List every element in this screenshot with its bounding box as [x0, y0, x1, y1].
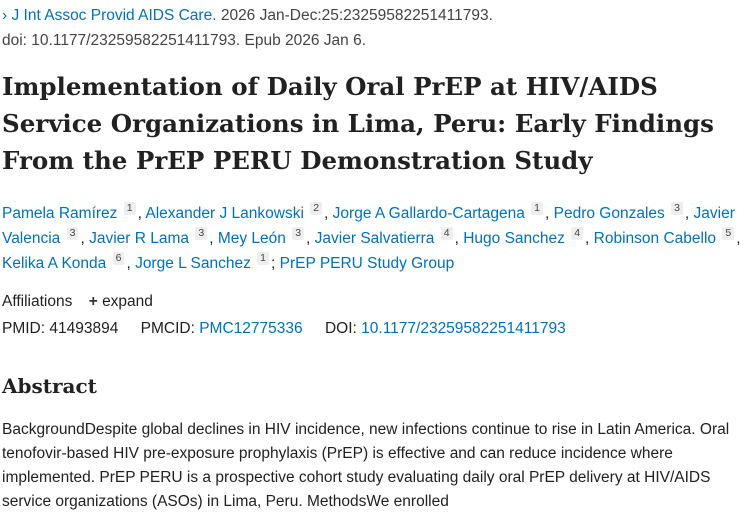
affiliation-number[interactable]: 5 — [722, 227, 735, 240]
author-separator: , — [736, 230, 741, 247]
chevron-right-icon[interactable]: › — [2, 7, 8, 24]
author-link[interactable]: Javier R Lama — [89, 230, 190, 247]
pmid-value: 41493894 — [49, 320, 119, 337]
study-group-link[interactable]: PrEP PERU Study Group — [279, 255, 455, 272]
plus-icon[interactable]: + — [88, 293, 98, 310]
author-link[interactable]: Mey León — [217, 230, 286, 247]
author-separator: , — [454, 230, 464, 247]
author-separator: , — [137, 205, 146, 222]
author-separator: , — [324, 205, 333, 222]
author-link[interactable]: Pamela Ramírez — [2, 205, 118, 222]
affiliation-number[interactable]: 3 — [292, 227, 305, 240]
author-link[interactable]: Jorge L Sanchez — [135, 255, 251, 272]
author-link[interactable]: Robinson Cabello — [593, 230, 717, 247]
doi-label: DOI: — [324, 320, 357, 337]
author-separator: , — [209, 230, 218, 247]
pmcid-label: PMCID: — [140, 320, 195, 337]
author-list: Pamela Ramírez 1, Alexander J Lankowski … — [2, 201, 747, 276]
identifiers: PMID: 41493894 PMCID: PMC12775336 DOI: 1… — [2, 316, 566, 341]
author-link[interactable]: Kelika A Konda — [2, 255, 107, 272]
citation-doi: doi: 10.1177/23259582251411793. Epub 202… — [2, 32, 367, 49]
affiliation-number[interactable]: 6 — [112, 252, 125, 265]
author-link[interactable]: Jorge A Gallardo-Cartagena — [332, 205, 525, 222]
abstract-heading: Abstract — [2, 374, 97, 398]
pmcid-link[interactable]: PMC12775336 — [199, 320, 303, 337]
author-link[interactable]: Alexander J Lankowski — [145, 205, 304, 222]
article-title: Implementation of Daily Oral PrEP at HIV… — [2, 72, 714, 175]
affiliation-number[interactable]: 4 — [440, 227, 453, 240]
affiliations-label: Affiliations — [2, 293, 73, 310]
affiliations: Affiliations + expand — [2, 289, 153, 314]
author-link[interactable]: Pedro Gonzales — [553, 205, 665, 222]
author-separator: ; — [270, 255, 280, 272]
doi-link[interactable]: 10.1177/23259582251411793 — [361, 320, 566, 337]
author-separator: , — [126, 255, 136, 272]
author-separator: , — [585, 230, 594, 247]
journal-link[interactable]: J Int Assoc Provid AIDS Care. — [11, 7, 217, 24]
affiliation-number[interactable]: 1 — [257, 252, 269, 265]
affiliation-number[interactable]: 3 — [66, 227, 79, 240]
affiliation-number[interactable]: 1 — [531, 202, 543, 215]
affiliation-number[interactable]: 4 — [571, 227, 584, 240]
affiliation-number[interactable]: 2 — [310, 202, 323, 215]
pmid-label: PMID: — [2, 320, 46, 337]
citation-details: 2026 Jan-Dec:25:23259582251411793. — [216, 7, 493, 24]
author-link[interactable]: Hugo Sanchez — [463, 230, 565, 247]
author-separator: , — [684, 205, 694, 222]
author-separator: , — [544, 205, 554, 222]
affiliation-number[interactable]: 3 — [195, 227, 208, 240]
affiliation-number[interactable]: 3 — [671, 202, 683, 215]
author-link[interactable]: Javier Salvatierra — [314, 230, 435, 247]
affiliation-number[interactable]: 1 — [123, 202, 136, 215]
author-separator: , — [306, 230, 315, 247]
citation: › J Int Assoc Provid AIDS Care. 2026 Jan… — [2, 3, 493, 53]
author-link[interactable]: Javier Valencia — [2, 205, 735, 247]
author-separator: , — [80, 230, 90, 247]
expand-button[interactable]: expand — [102, 293, 153, 310]
